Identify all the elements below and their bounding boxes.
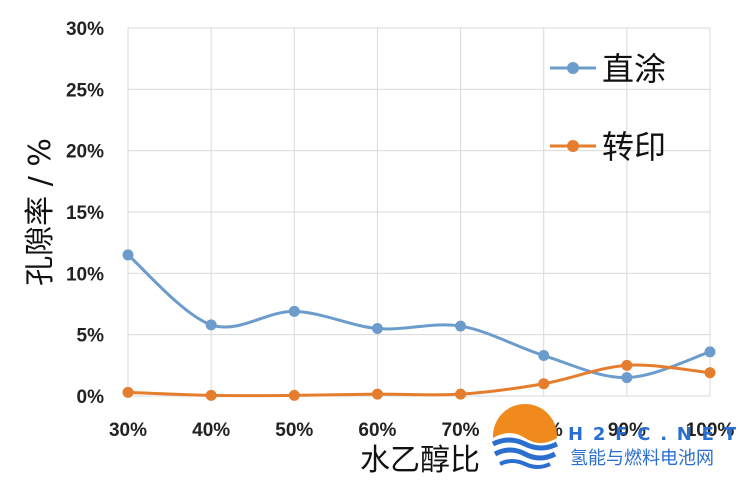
data-point xyxy=(288,305,300,317)
x-tick-label: 70% xyxy=(442,420,480,441)
data-point xyxy=(371,323,383,335)
y-axis-ticks: 0% 5% 10% 15% 20% 25% 30% xyxy=(66,19,104,408)
series-line xyxy=(127,363,711,398)
data-point xyxy=(455,388,467,400)
data-point xyxy=(455,320,467,332)
legend-item-1: 直涂 xyxy=(550,50,666,88)
legend-swatch-marker xyxy=(567,62,579,74)
data-point xyxy=(704,346,716,358)
data-point xyxy=(621,372,633,384)
data-point xyxy=(288,389,300,401)
data-point xyxy=(205,319,217,331)
y-tick-label: 20% xyxy=(66,142,104,163)
data-point xyxy=(122,386,134,398)
x-tick-label: 50% xyxy=(275,420,313,441)
y-tick-label: 10% xyxy=(66,264,104,285)
x-tick-label: 30% xyxy=(109,420,147,441)
y-tick-label: 15% xyxy=(66,203,104,224)
data-point xyxy=(371,388,383,400)
legend-label: 直涂 xyxy=(602,50,666,88)
legend-label: 转印 xyxy=(602,128,666,166)
series-lines xyxy=(122,249,716,401)
y-tick-label: 0% xyxy=(77,387,105,408)
data-point xyxy=(704,367,716,379)
y-tick-label: 25% xyxy=(66,80,104,101)
x-tick-label: 60% xyxy=(358,420,396,441)
watermark-subtitle: 氢能与燃料电池网 xyxy=(570,448,714,469)
x-tick-label: 100% xyxy=(686,420,735,441)
series-1 xyxy=(122,249,716,384)
data-point xyxy=(122,249,134,261)
legend-item-2: 转印 xyxy=(550,128,666,166)
series-2 xyxy=(122,359,716,401)
wave-logo-icon xyxy=(491,404,559,470)
watermark-logo-text: H2FC.NET xyxy=(568,424,737,445)
grid xyxy=(127,27,711,397)
legend-swatch-marker xyxy=(567,140,579,152)
data-point xyxy=(621,359,633,371)
x-axis-title: 水乙醇比 xyxy=(360,443,480,478)
data-point xyxy=(538,350,550,362)
x-tick-label: 40% xyxy=(192,420,230,441)
y-tick-label: 5% xyxy=(77,326,105,347)
data-point xyxy=(205,389,217,401)
x-tick-label: 90% xyxy=(608,420,646,441)
data-point xyxy=(538,378,550,390)
y-tick-label: 30% xyxy=(66,19,104,40)
y-axis-title: 孔隙率 / % xyxy=(23,138,58,286)
